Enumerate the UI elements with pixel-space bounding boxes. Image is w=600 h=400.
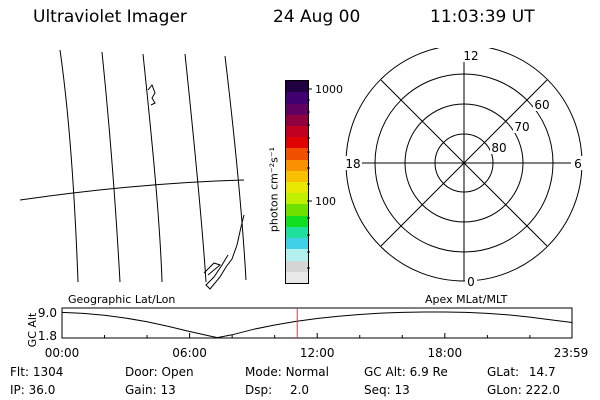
color-bar-segment	[286, 170, 308, 183]
info-glon-label: GLon:	[487, 383, 522, 397]
apex-panel-label: Apex MLat/MLT	[425, 293, 508, 306]
mlt-label-6: 6	[574, 157, 582, 171]
altitude-series-line	[61, 311, 573, 339]
info-gcalt-label: GC Alt:	[364, 365, 406, 379]
info-door-label: Door:	[125, 365, 158, 379]
x-tick-label-1800: 18:00	[428, 346, 463, 360]
altitude-chart: GC Alt 9.0 1.8 00:00 06:00 12:00 18:00 2…	[26, 306, 589, 360]
date-label: 24 Aug 00	[273, 7, 361, 27]
info-dsp-label: Dsp:	[245, 383, 273, 397]
lat-label-70: 70	[514, 120, 529, 134]
info-glat: GLat: 14.7	[487, 365, 556, 379]
info-gcalt-value: 6.9 Re	[409, 365, 448, 379]
altitude-chart-ytick-low: 1.8	[38, 329, 57, 343]
info-glat-label: GLat:	[487, 365, 520, 379]
geographic-panel-label: Geographic Lat/Lon	[68, 293, 176, 306]
color-bar-label: photon cm⁻²s⁻¹	[267, 146, 281, 233]
color-bar-ticks	[307, 88, 312, 269]
info-ip-label: IP:	[10, 383, 25, 397]
polar-plot: 12 18 6 0 60 70 80	[344, 48, 583, 288]
info-door-value: Open	[161, 365, 194, 379]
color-bar-segment	[286, 81, 308, 93]
info-seq-label: Seq:	[364, 383, 391, 397]
longitude-line	[59, 50, 79, 283]
color-bar-segment	[286, 193, 308, 205]
info-gain: Gain: 13	[125, 383, 176, 397]
mlt-label-0: 0	[467, 275, 475, 288]
color-bar-segment	[286, 238, 308, 250]
color-bar-segment	[286, 204, 308, 216]
info-seq-value: 13	[394, 383, 410, 397]
instrument-title: Ultraviolet Imager	[33, 7, 187, 27]
info-gcalt: GC Alt: 6.9 Re	[364, 365, 448, 379]
longitude-line	[224, 55, 247, 281]
geographic-map	[20, 50, 247, 290]
info-gain-value: 13	[160, 383, 176, 397]
info-door: Door: Open	[125, 365, 194, 379]
color-bar-segment	[286, 159, 308, 171]
altitude-chart-ytick-high: 9.0	[38, 306, 57, 320]
info-dsp: Dsp: 2.0	[245, 383, 309, 397]
lat-label-80: 80	[491, 141, 506, 155]
color-bar-segment	[286, 182, 308, 194]
info-mode-label: Mode:	[245, 365, 282, 379]
longitude-line	[101, 51, 121, 283]
info-flt-value: 1304	[32, 365, 64, 379]
info-mode-value: Normal	[285, 365, 329, 379]
x-tick-label-1200: 12:00	[300, 346, 335, 360]
longitude-line	[142, 53, 163, 283]
color-bar-tick-1000: 1000	[315, 83, 343, 96]
color-bar-segment	[286, 249, 308, 261]
color-bar-segment	[286, 260, 308, 272]
color-bar-segment	[286, 271, 308, 283]
longitude-line	[184, 53, 207, 283]
color-bar-segment	[286, 137, 308, 149]
info-glon: GLon: 222.0	[487, 383, 560, 397]
info-gain-label: Gain:	[125, 383, 157, 397]
info-seq: Seq: 13	[364, 383, 410, 397]
lat-label-60: 60	[534, 98, 549, 112]
color-bar-segment	[286, 92, 308, 104]
color-bar-tick-100: 100	[315, 195, 336, 208]
x-tick-label-2359: 23:59	[554, 346, 589, 360]
info-ip: IP: 36.0	[10, 383, 55, 397]
info-ip-value: 36.0	[28, 383, 56, 397]
info-flt: Flt: 1304	[10, 365, 63, 379]
color-bar-segment	[286, 125, 308, 138]
color-bar-segment	[286, 215, 308, 227]
coastline	[205, 214, 245, 290]
color-bar	[285, 80, 309, 284]
color-bar-segment	[286, 103, 308, 115]
x-tick-label-0600: 06:00	[172, 346, 207, 360]
info-glat-value: 14.7	[528, 365, 556, 379]
info-dsp-value: 2.0	[289, 383, 310, 397]
color-bar-segment	[286, 114, 308, 126]
altitude-chart-ylabel: GC Alt	[26, 312, 39, 347]
color-bar-segment	[286, 148, 308, 160]
mlt-label-18: 18	[345, 157, 360, 171]
info-flt-label: Flt:	[10, 365, 29, 379]
coastline	[147, 84, 156, 106]
mlt-label-12: 12	[463, 49, 478, 63]
coastline	[203, 262, 222, 276]
x-tick-label-0000: 00:00	[45, 346, 80, 360]
info-mode: Mode: Normal	[245, 365, 329, 379]
time-label: 11:03:39 UT	[430, 7, 535, 27]
info-glon-value: 222.0	[525, 383, 560, 397]
color-bar-segment	[286, 226, 308, 239]
latitude-line	[20, 179, 245, 201]
